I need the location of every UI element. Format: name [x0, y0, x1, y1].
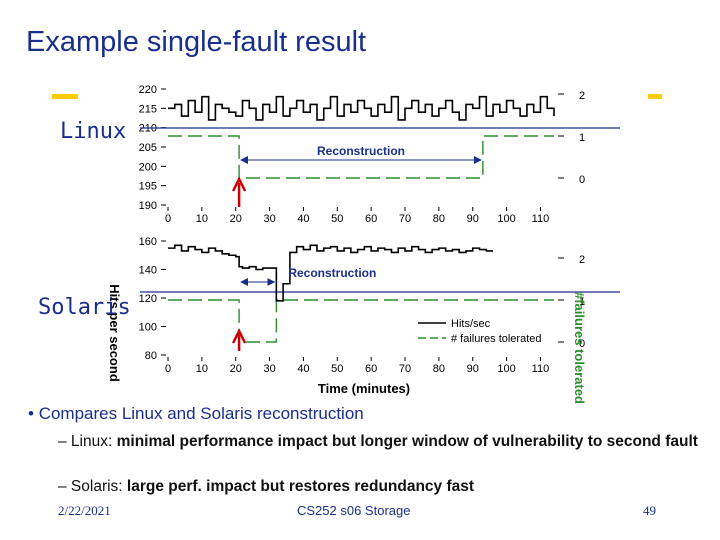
panel-solaris-xtick-label: 20	[230, 363, 242, 375]
panel-solaris-ytick-label: 140	[139, 265, 157, 277]
panel-linux-xtick-label: 20	[230, 213, 242, 225]
panel-solaris-xtick-label: 90	[467, 363, 479, 375]
y-axis-label: Hits per second	[107, 284, 122, 382]
panel-linux-xtick-label: 80	[433, 213, 445, 225]
panel-solaris-xtick-label: 40	[297, 363, 309, 375]
panel-solaris-xtick-label: 50	[331, 363, 343, 375]
panel-solaris-y2tick-label: 1	[579, 296, 585, 308]
legend-hits-label: Hits/sec	[451, 318, 491, 330]
panel-linux-y2tick-label: 1	[579, 132, 585, 144]
footer-date: 2/22/2021	[58, 503, 111, 518]
panel-linux-ytick-label: 220	[139, 84, 157, 96]
sub-bullet-solaris-prefix: – Solaris:	[58, 478, 127, 495]
sub-bullet-solaris-body: large perf. impact but restores redundan…	[126, 478, 475, 495]
panel-solaris-xtick-label: 110	[532, 363, 550, 375]
panel-solaris-xtick-label: 30	[263, 363, 275, 375]
panel-linux-xtick-label: 90	[467, 213, 479, 225]
panel-solaris-hits-line	[168, 244, 494, 302]
panel-linux-xtick-label: 40	[297, 213, 309, 225]
panel-linux-ytick-label: 205	[139, 142, 157, 154]
panel-linux-xtick-label: 0	[165, 213, 171, 225]
accent-bar-right	[648, 94, 662, 99]
panel-linux-ytick-label: 195	[139, 181, 157, 193]
panel-linux-ytick-label: 215	[139, 103, 157, 115]
panel-solaris-xtick-label: 100	[497, 363, 515, 375]
bullet-dot: •	[28, 404, 34, 423]
panel-linux-xtick-label: 70	[399, 213, 411, 225]
panel-solaris-ytick-label: 80	[145, 350, 157, 362]
sub-bullet-linux: – Linux: minimal performance impact but …	[58, 433, 698, 451]
panel-solaris-xtick-label: 60	[365, 363, 377, 375]
page-number: 49	[643, 503, 656, 518]
panel-linux-hits-line	[168, 95, 555, 121]
sub-bullet-linux-body: minimal performance impact but longer wi…	[116, 433, 698, 450]
panel-solaris-y2tick-label: 0	[579, 338, 585, 350]
panel-solaris-xtick-label: 10	[196, 363, 208, 375]
panel-solaris-ytick-label: 100	[139, 322, 157, 334]
panel-linux-failures-line	[168, 135, 554, 179]
solaris-label: Solaris	[38, 295, 131, 320]
panel-solaris-fault-arrowhead	[231, 328, 247, 344]
panel-linux-xtick-label: 50	[331, 213, 343, 225]
panel-solaris-xtick-label: 70	[399, 363, 411, 375]
linux-label: Linux	[60, 119, 127, 144]
panel-solaris-y2tick-label: 2	[579, 254, 585, 266]
panel-linux-ytick-label: 210	[139, 123, 157, 135]
panel-linux-xtick-label: 30	[263, 213, 275, 225]
panel-solaris-xtick-label: 80	[433, 363, 445, 375]
panel-linux-y2tick-label: 0	[579, 174, 585, 186]
panel-linux-xtick-label: 10	[196, 213, 208, 225]
slide-title: Example single-fault result	[26, 26, 367, 58]
panel-linux-xtick-label: 110	[532, 213, 550, 225]
x-axis-label: Time (minutes)	[318, 381, 410, 396]
panel-solaris-ytick-label: 160	[139, 236, 157, 248]
accent-bar-left	[52, 94, 78, 99]
footer-title: CS252 s06 Storage	[297, 503, 411, 518]
bullet-main: • Compares Linux and Solaris reconstruct…	[28, 404, 364, 424]
panel-solaris-ytick-label: 120	[139, 293, 157, 305]
panel-linux-ytick-label: 200	[139, 161, 157, 173]
sub-bullet-linux-prefix: – Linux:	[58, 433, 117, 450]
panel-linux-xtick-label: 60	[365, 213, 377, 225]
panel-linux-annotation: Reconstruction	[317, 144, 405, 158]
bullet-text: Compares Linux and Solaris reconstructio…	[38, 404, 364, 423]
panel-solaris-xtick-label: 0	[165, 363, 171, 375]
legend-failures-label: # failures tolerated	[451, 333, 542, 345]
panel-solaris-failures-line	[168, 299, 554, 343]
y2-axis-label: #failures tolerated	[572, 292, 587, 404]
panel-linux-fault-arrowhead	[231, 176, 247, 192]
panel-linux-xtick-label: 100	[497, 213, 515, 225]
panel-linux-y2tick-label: 2	[579, 90, 585, 102]
sub-bullet-solaris: – Solaris: large perf. impact but restor…	[58, 478, 698, 496]
panel-solaris-annotation: Reconstruction	[288, 266, 376, 280]
panel-linux-ytick-label: 190	[139, 200, 157, 212]
